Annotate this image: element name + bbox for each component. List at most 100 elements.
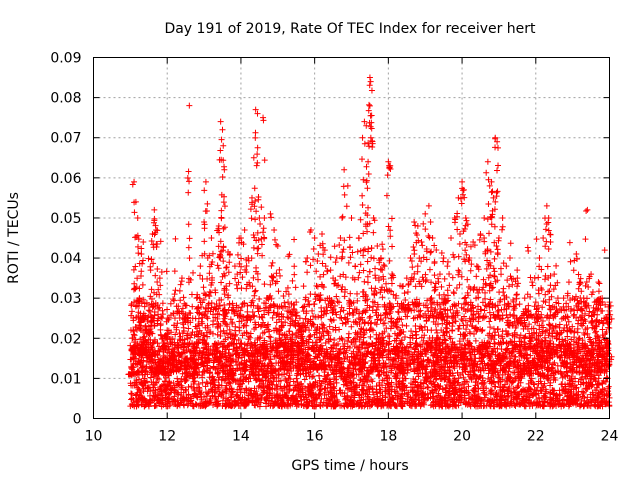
band-point <box>281 299 288 306</box>
band-point <box>226 379 233 386</box>
band-point <box>373 383 380 390</box>
band-point <box>504 277 511 284</box>
band-point <box>306 301 313 308</box>
band-point <box>581 331 588 338</box>
band-point <box>487 248 494 255</box>
band-point <box>404 343 411 350</box>
band-point <box>252 342 259 349</box>
band-point <box>581 395 588 402</box>
band-point <box>134 399 141 406</box>
band-point <box>261 281 268 288</box>
band-point <box>127 327 134 334</box>
band-point <box>310 373 317 380</box>
band-point <box>567 258 574 265</box>
band-point <box>337 314 344 321</box>
band-point <box>172 287 179 294</box>
band-point <box>369 378 376 385</box>
band-point <box>466 328 473 335</box>
band-point <box>322 339 329 346</box>
band-point <box>582 282 589 289</box>
band-point <box>582 310 589 317</box>
band-point <box>546 306 553 313</box>
band-point <box>366 304 373 311</box>
band-point <box>147 374 154 381</box>
band-point <box>327 316 334 323</box>
band-point <box>543 327 550 334</box>
band-point <box>514 267 521 274</box>
band-point <box>370 327 377 334</box>
band-point <box>215 265 222 272</box>
band-point <box>177 281 184 288</box>
band-point <box>525 247 532 254</box>
band-point <box>335 299 342 306</box>
band-point <box>267 334 274 341</box>
band-point <box>601 247 608 254</box>
band-point <box>437 305 444 312</box>
band-point <box>360 267 367 274</box>
band-point <box>441 275 448 282</box>
band-point <box>251 288 258 295</box>
band-point <box>290 378 297 385</box>
band-point <box>128 302 135 309</box>
band-point <box>247 334 254 341</box>
band-point <box>449 274 456 281</box>
band-point <box>185 325 192 332</box>
band-point <box>157 238 164 245</box>
band-point <box>171 268 178 275</box>
band-point <box>403 322 410 329</box>
band-point <box>509 313 516 320</box>
band-point <box>395 308 402 315</box>
band-point <box>270 309 277 316</box>
band-point <box>203 393 210 400</box>
band-point <box>367 333 374 340</box>
band-point <box>379 246 386 253</box>
band-point <box>310 246 317 253</box>
band-point <box>223 264 230 271</box>
band-point <box>372 265 379 272</box>
band-point <box>401 333 408 340</box>
band-point <box>456 322 463 329</box>
band-point <box>291 236 298 243</box>
band-point <box>533 236 540 243</box>
band-point <box>189 303 196 310</box>
band-point <box>172 235 179 242</box>
band-point <box>339 320 346 327</box>
data-points <box>125 74 615 410</box>
band-point <box>428 295 435 302</box>
band-point <box>215 393 222 400</box>
band-point <box>522 322 529 329</box>
band-point <box>310 313 317 320</box>
band-point <box>226 326 233 333</box>
band-point <box>164 306 171 313</box>
band-point <box>427 402 434 409</box>
band-point <box>509 281 516 288</box>
band-point <box>516 301 523 308</box>
band-point <box>160 382 167 389</box>
band-point <box>291 263 298 270</box>
band-point <box>379 241 386 248</box>
band-point <box>553 262 560 269</box>
band-point <box>234 251 241 258</box>
band-point <box>566 239 573 246</box>
band-point <box>310 321 317 328</box>
band-point <box>289 277 296 284</box>
band-point <box>291 271 298 278</box>
band-point <box>599 386 606 393</box>
band-point <box>568 373 575 380</box>
band-point <box>322 389 329 396</box>
band-point <box>427 249 434 256</box>
band-point <box>411 307 418 314</box>
band-point <box>337 308 344 315</box>
band-point <box>327 254 334 261</box>
band-point <box>438 249 445 256</box>
band-point <box>336 242 343 249</box>
band-point <box>331 243 338 250</box>
band-point <box>380 262 387 269</box>
band-point <box>186 235 193 242</box>
chart-title: Day 191 of 2019, Rate Of TEC Index for r… <box>164 21 536 37</box>
band-point <box>457 399 464 406</box>
band-point <box>158 269 165 276</box>
band-point <box>424 384 431 391</box>
band-point <box>257 334 264 341</box>
